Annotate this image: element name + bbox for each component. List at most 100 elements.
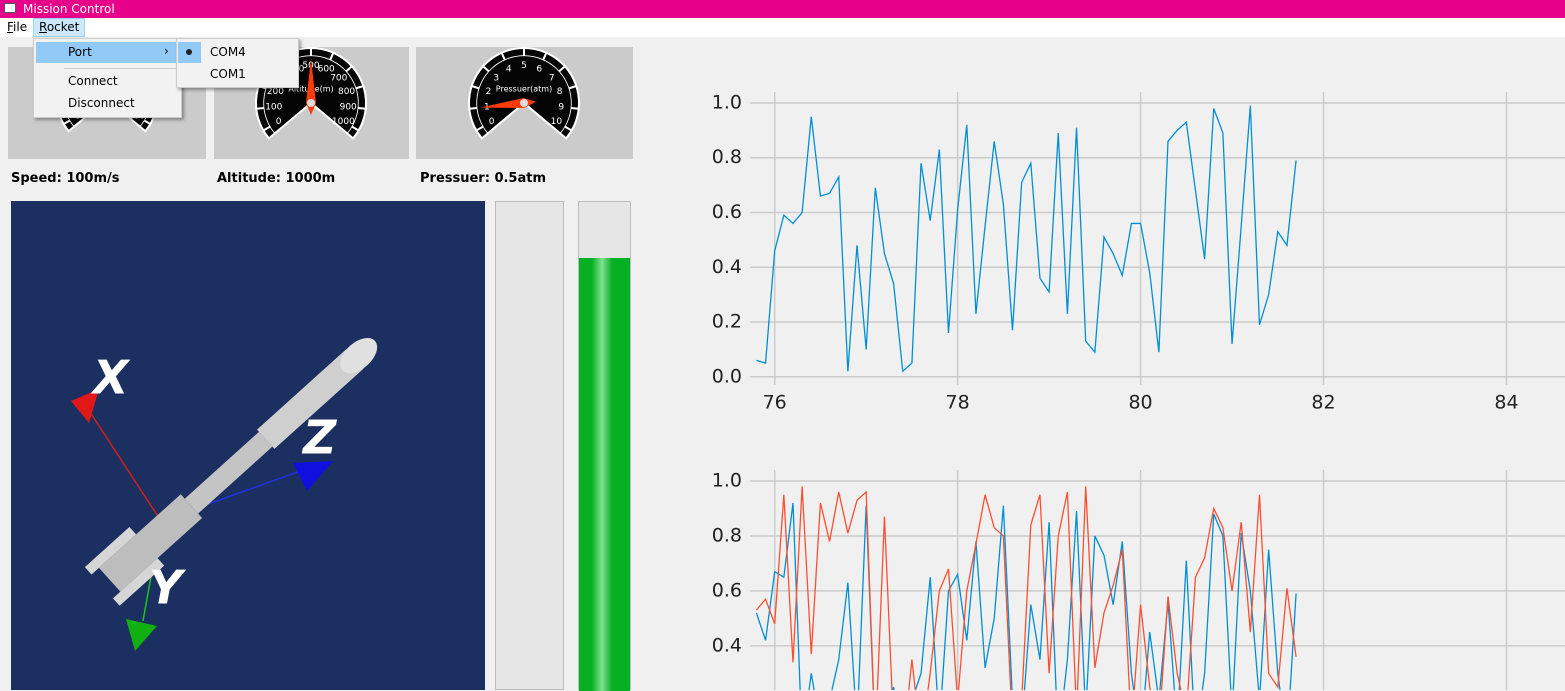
gauge-hub xyxy=(307,99,315,107)
gauge-tick xyxy=(256,106,265,110)
gauge-tick-label: 4 xyxy=(506,64,512,74)
gauge-tick xyxy=(482,65,490,73)
separator xyxy=(64,68,176,69)
gauge-tick-label: 100 xyxy=(265,102,282,112)
highlight xyxy=(36,42,179,63)
x-tick-label: 78 xyxy=(946,392,970,414)
data-line xyxy=(755,502,1297,690)
port-submenu: COM4 COM1 xyxy=(176,38,299,88)
y-tick-label: 1.0 xyxy=(712,469,742,491)
file-menu[interactable]: File xyxy=(7,20,28,34)
rocket-menu[interactable]: Rocket xyxy=(33,18,86,37)
gauge-tick xyxy=(475,125,484,132)
axis-label-x: X xyxy=(90,351,131,405)
y-tick-label: 0.2 xyxy=(712,311,742,333)
gauge-tick xyxy=(262,125,271,132)
progress-bar xyxy=(495,201,564,690)
speed-readout: Speed: 100m/s xyxy=(11,171,120,186)
gauge-tick xyxy=(542,52,548,61)
data-line xyxy=(756,105,1297,373)
gauge-tick-label: 9 xyxy=(558,102,564,112)
gauge-tick xyxy=(471,85,480,90)
axis-label-z: Z xyxy=(301,411,338,465)
gauge-tick xyxy=(500,52,506,61)
y-tick-label: 0.8 xyxy=(712,524,742,546)
x-tick-label: 84 xyxy=(1494,392,1518,414)
gauge-tick-label: 600 xyxy=(318,64,335,74)
title-bar: Mission Control xyxy=(0,0,1565,18)
progress-fill xyxy=(579,258,630,691)
rocket-upper xyxy=(257,349,364,449)
rocket-dropdown: Port › Connect Disconnect xyxy=(33,38,182,118)
gauge-tick-label: 6 xyxy=(536,64,542,74)
gauge-tick xyxy=(63,119,71,125)
gauge-tick-label: 10 xyxy=(551,117,563,127)
gauge-tick xyxy=(329,52,335,61)
gauge-tick xyxy=(568,85,577,90)
gauge-tick-label: 900 xyxy=(340,102,357,112)
x-tick-label: 76 xyxy=(763,392,787,414)
radio-bullet xyxy=(186,49,192,55)
submenu-arrow: › xyxy=(164,44,169,58)
axis-label-y: Y xyxy=(149,561,187,615)
z-axis-cone xyxy=(293,461,333,491)
gauge-tick-label: 5 xyxy=(521,61,527,71)
gauge-tick xyxy=(351,125,360,132)
x-tick-label: 80 xyxy=(1128,392,1152,414)
gauge-tick xyxy=(345,65,353,73)
gauge: 012345678910Pressuer(atm) xyxy=(468,47,580,140)
connect-item[interactable]: Connect xyxy=(68,74,118,88)
x-axis-cone xyxy=(71,389,99,423)
gauge-tick xyxy=(469,106,478,110)
gauge-tick xyxy=(564,125,573,132)
gauge-hub xyxy=(520,99,528,107)
gauge-tick xyxy=(357,106,366,110)
rocket-booster xyxy=(84,526,137,575)
altitude-readout: Altitude: 1000m xyxy=(217,171,336,186)
gauge-tick-label: 2 xyxy=(486,87,492,97)
rocket-3d-view: X Z Y xyxy=(11,201,485,690)
x-axis-line xyxy=(85,405,162,522)
gauge-tick-label: 0 xyxy=(276,117,282,127)
y-tick-label: 0.0 xyxy=(712,365,742,387)
gauge-tick-label: 800 xyxy=(338,87,355,97)
gauge-tick-label: 3 xyxy=(493,73,499,83)
rocket-booster xyxy=(112,558,165,606)
y-axis-cone xyxy=(126,619,157,651)
progress-bar xyxy=(578,201,631,691)
pressure-readout: Pressuer: 0.5atm xyxy=(420,171,547,186)
port-item[interactable]: Port xyxy=(68,45,92,59)
gauge-tick xyxy=(143,119,151,125)
y-tick-label: 0.4 xyxy=(712,256,742,278)
com-item[interactable]: COM4 xyxy=(210,45,246,59)
menu-bar: File Rocket xyxy=(0,18,1565,37)
y-tick-label: 1.0 xyxy=(712,91,742,113)
rocket-nose xyxy=(340,337,378,374)
gauge-tick-label: 200 xyxy=(267,87,284,97)
rocket-mid xyxy=(184,431,273,514)
disconnect-item[interactable]: Disconnect xyxy=(68,96,135,110)
data-line xyxy=(755,486,1297,690)
y-tick-label: 0.4 xyxy=(712,634,742,656)
window-title: Mission Control xyxy=(23,2,115,16)
y-tick-label: 0.6 xyxy=(712,201,742,223)
x-tick-label: 82 xyxy=(1311,392,1335,414)
y-tick-label: 0.6 xyxy=(712,579,742,601)
rocket-model xyxy=(84,337,378,606)
rocket-lower xyxy=(98,494,203,592)
gauge-title: Pressuer(atm) xyxy=(496,85,552,94)
gauge-tick-label: 700 xyxy=(330,73,347,83)
gauge-tick-label: 8 xyxy=(557,87,563,97)
gauge-tick-label: 0 xyxy=(489,117,495,127)
gauge-tick-label: 1000 xyxy=(332,117,355,127)
gauge-panel: 012345678910Pressuer(atm) xyxy=(416,47,633,159)
app-icon xyxy=(4,3,16,13)
chart: 0.4 0.6 0.8 1.0 xyxy=(712,469,1565,690)
gauge-tick-label: 7 xyxy=(549,73,555,83)
gauge-tick xyxy=(355,85,364,90)
gauge-tick xyxy=(558,65,566,73)
com-item[interactable]: COM1 xyxy=(210,67,246,81)
y-tick-label: 0.8 xyxy=(712,146,742,168)
chart: 76 78 80 82 84 0.0 0.2 0.4 0.6 0.8 1.0 xyxy=(712,91,1565,414)
